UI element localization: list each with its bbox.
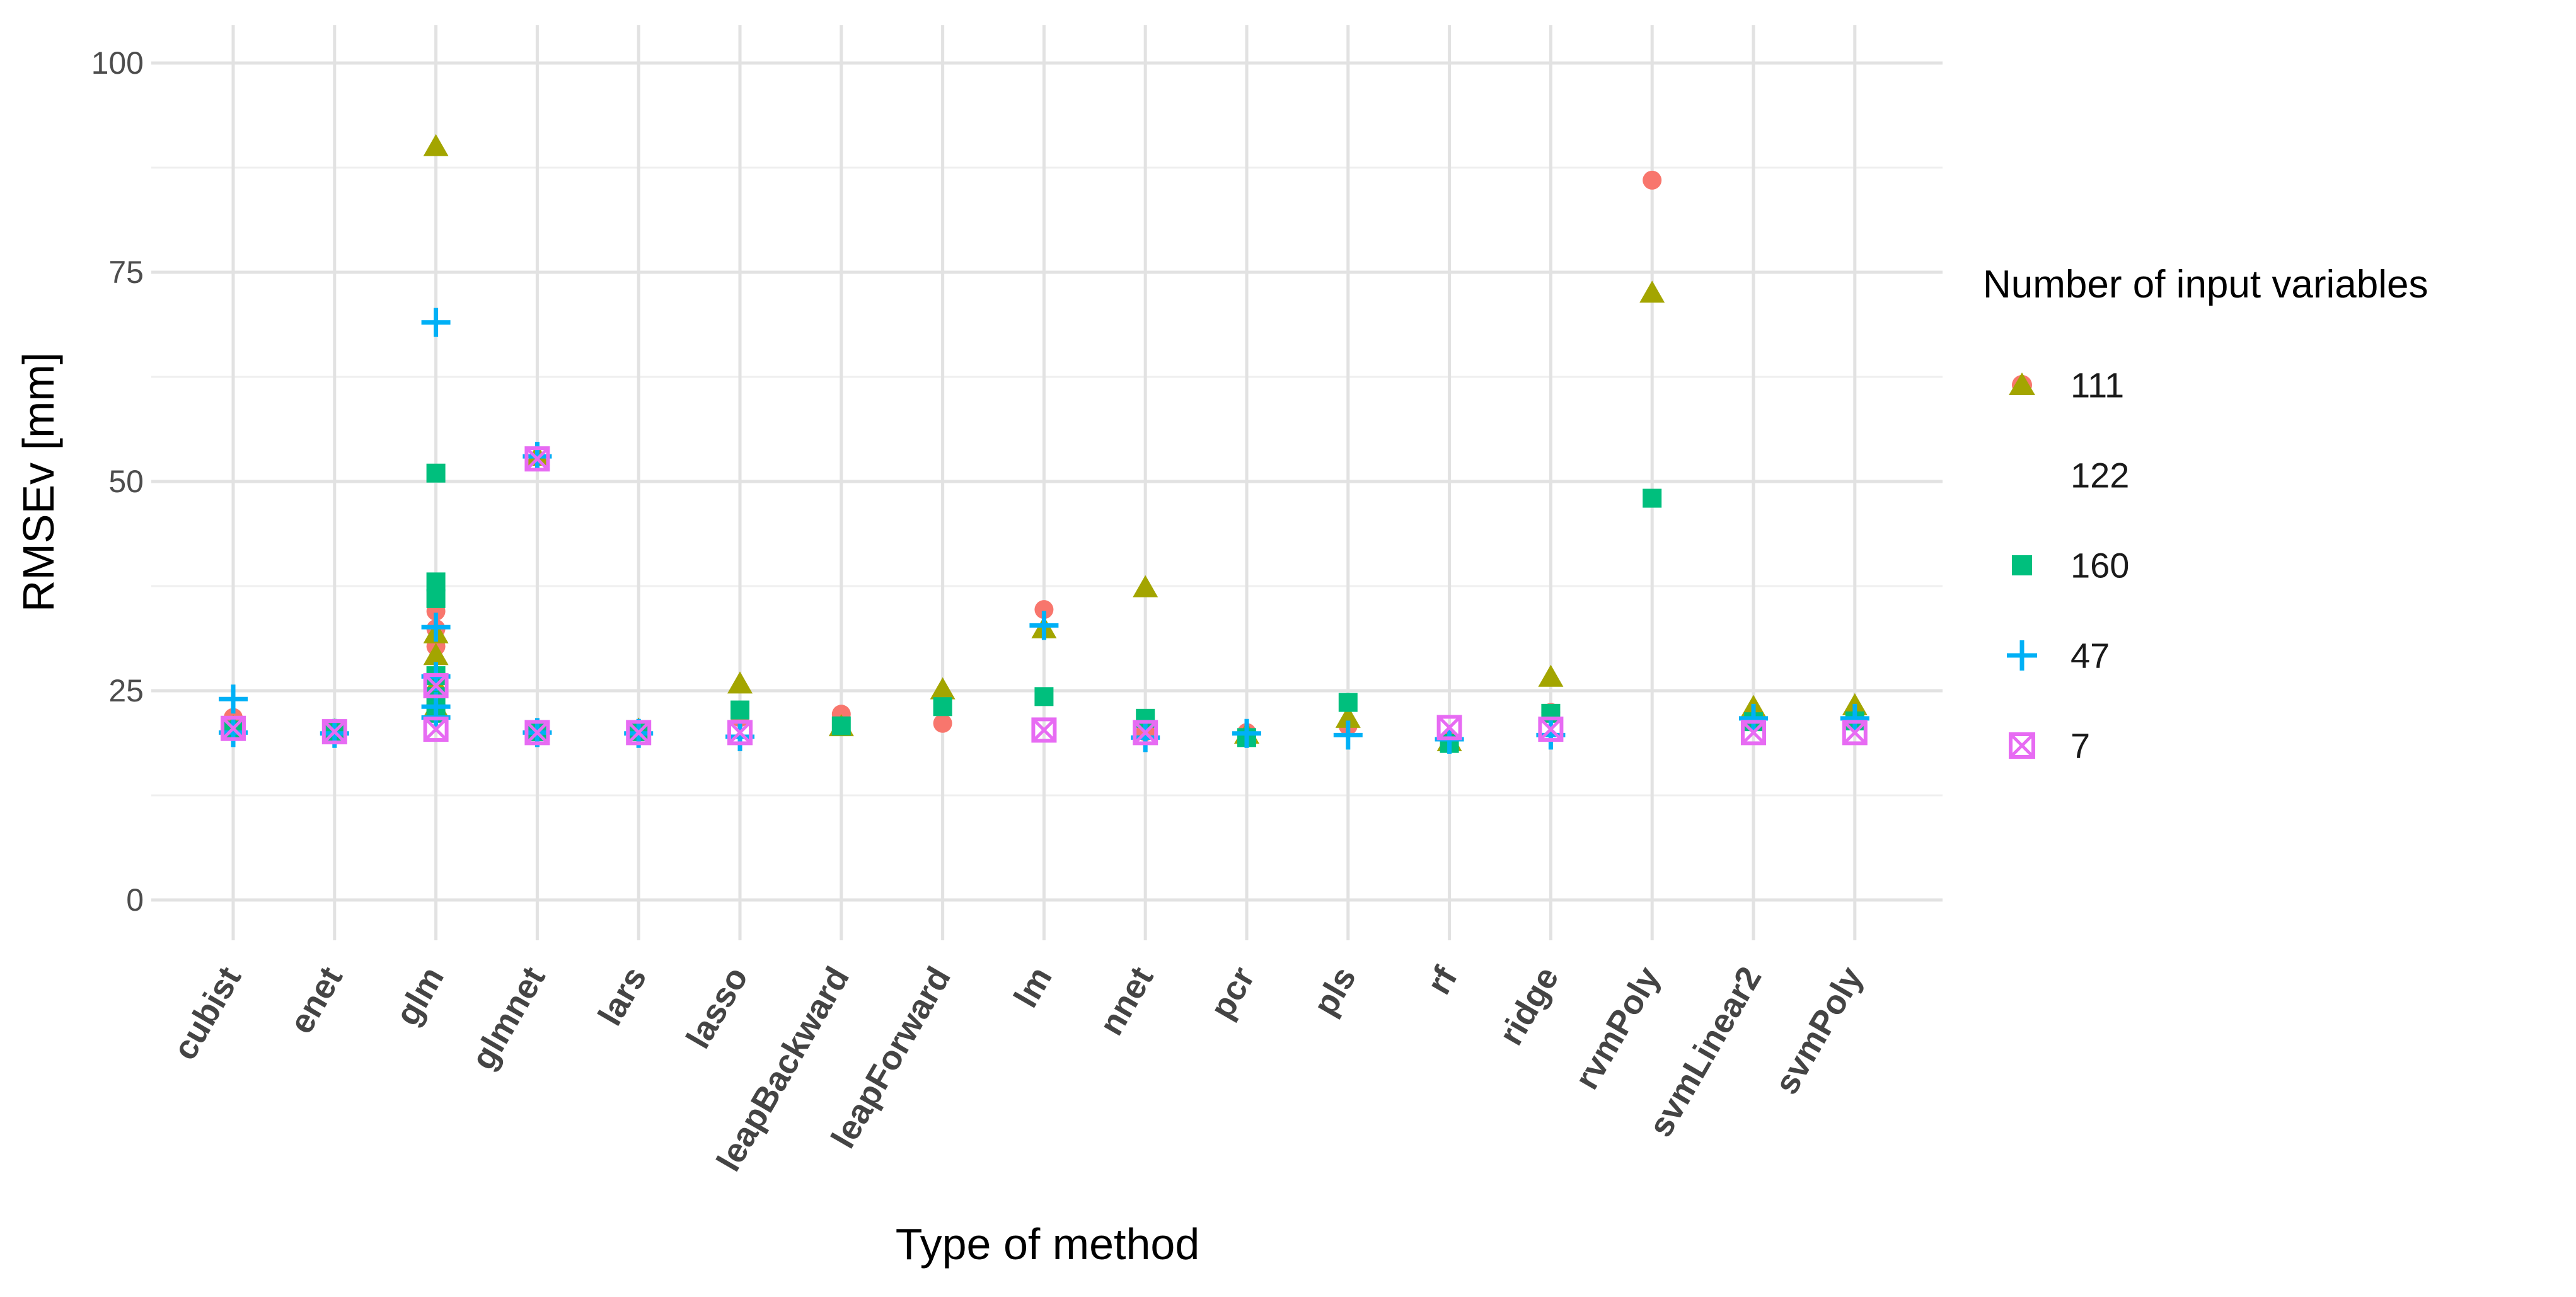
legend-item-160: 160 <box>2012 546 2129 585</box>
x-category-label: glm <box>388 960 451 1032</box>
data-point-box-x <box>524 720 550 746</box>
x-category-label: lasso <box>679 960 755 1055</box>
data-point-square <box>831 716 851 735</box>
data-point-plus <box>1840 703 1869 733</box>
data-point-box-x <box>321 719 347 745</box>
x-category-label: svmPoly <box>1767 960 1870 1100</box>
x-category-label: glmnet <box>464 960 552 1076</box>
data-point-triangle <box>423 134 449 156</box>
plus-marker-icon <box>2007 640 2037 671</box>
data-point-plus <box>421 613 451 642</box>
legend-label: 7 <box>2071 726 2090 766</box>
legend-item-122: 122 <box>2009 372 2129 495</box>
legend-label: 111 <box>2071 366 2124 405</box>
data-point-square <box>1643 488 1662 508</box>
data-point-box-x <box>1031 717 1057 743</box>
data-point-plus <box>421 308 451 337</box>
data-point-box-x <box>1538 717 1564 742</box>
y-tick-0: 0 <box>126 882 144 918</box>
data-point-box-x <box>1133 720 1158 746</box>
data-point-box-x <box>626 720 652 746</box>
legend-label: 160 <box>2071 546 2129 585</box>
data-point-square <box>426 589 446 608</box>
data-point-box-x <box>423 717 449 742</box>
x-category-label: enet <box>282 960 350 1040</box>
x-axis-tick-labels: cubist enet glm glmnet lars lassoleapBackward… <box>166 960 1870 1177</box>
data-point-triangle <box>1133 575 1158 597</box>
legend: Number of input variables 111 122 160 47 <box>1983 263 2428 766</box>
y-tick-100: 100 <box>91 45 144 81</box>
triangle-marker-icon <box>2009 372 2035 395</box>
data-point-plus <box>1739 703 1768 733</box>
box-x-marker-icon <box>2009 732 2035 759</box>
data-point-triangle <box>1639 280 1665 303</box>
data-point-square <box>731 700 749 720</box>
y-tick-75: 75 <box>108 255 144 290</box>
legend-item-7: 7 <box>2009 726 2090 766</box>
y-axis-tick-labels: 0 25 50 75 100 <box>91 45 144 918</box>
x-axis-title: Type of method <box>896 1219 1200 1269</box>
data-points <box>219 134 1869 754</box>
x-category-label: rvmPoly <box>1568 960 1668 1096</box>
x-category-label: pls <box>1306 960 1363 1022</box>
grid <box>151 25 1943 940</box>
legend-label: 122 <box>2071 456 2129 495</box>
x-category-label: lm <box>1007 960 1059 1014</box>
data-point-circle <box>1643 170 1662 190</box>
data-point-plus <box>1029 611 1059 640</box>
data-point-box-x <box>524 446 550 472</box>
legend-title: Number of input variables <box>1983 263 2428 306</box>
data-point-box-x <box>727 720 753 746</box>
data-point-circle <box>933 713 952 733</box>
x-category-label: ridge <box>1492 960 1566 1051</box>
data-point-plus <box>1232 718 1261 748</box>
x-category-label: pcr <box>1203 960 1262 1025</box>
data-point-box-x <box>423 673 449 699</box>
data-point-square <box>426 463 446 483</box>
x-category-label: nnet <box>1092 960 1161 1042</box>
data-point-box-x <box>221 715 246 741</box>
data-point-triangle <box>727 671 753 694</box>
y-axis-title: RMSEv [mm] <box>14 352 63 612</box>
data-point-plus <box>219 684 248 714</box>
data-point-square <box>933 697 952 717</box>
y-tick-50: 50 <box>108 464 144 499</box>
data-point-box-x <box>1842 720 1868 746</box>
data-point-triangle <box>1538 664 1564 687</box>
data-point-square <box>426 572 446 592</box>
data-point-plus <box>1333 720 1363 750</box>
x-category-label: cubist <box>166 960 248 1066</box>
data-point-box-x <box>1436 715 1462 741</box>
data-point-circle <box>1034 600 1054 620</box>
data-point-box-x <box>1741 720 1766 746</box>
x-category-label: rf <box>1420 960 1465 1001</box>
y-tick-25: 25 <box>108 673 144 708</box>
legend-item-47: 47 <box>2007 636 2110 676</box>
square-marker-icon <box>2012 555 2032 575</box>
legend-label: 47 <box>2071 636 2110 676</box>
data-point-triangle <box>1335 705 1361 728</box>
data-point-square <box>1338 693 1358 712</box>
data-point-square <box>1034 687 1054 706</box>
data-point-triangle <box>423 643 449 666</box>
data-point-triangle <box>930 677 956 700</box>
x-category-label: lars <box>591 960 654 1032</box>
